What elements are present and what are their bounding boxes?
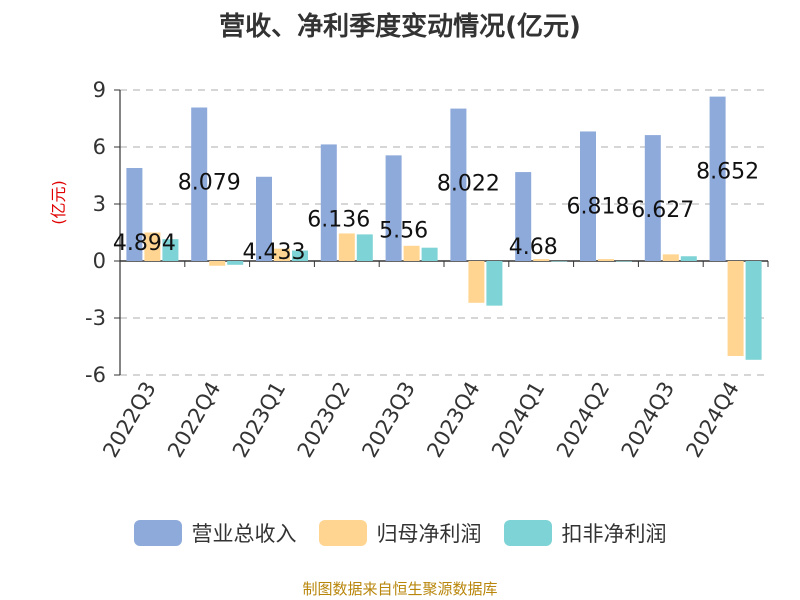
y-tick-label: 9 <box>93 78 106 102</box>
bar-2023Q4-deducted-profit <box>486 261 503 306</box>
data-label: 8.652 <box>696 160 759 185</box>
legend-swatch-net-profit <box>318 520 367 546</box>
bar-2022Q4-deducted-profit <box>227 261 244 265</box>
data-label: 8.022 <box>437 172 500 197</box>
bar-2024Q2-revenue <box>580 131 596 261</box>
x-tick-label: 2024Q3 <box>617 378 679 462</box>
bar-2024Q4-revenue <box>709 96 726 261</box>
data-label: 6.627 <box>631 198 694 223</box>
bar-2023Q4-net-profit <box>468 261 485 303</box>
bar-2024Q2-deducted-profit <box>616 261 632 262</box>
bar-2023Q1-net-profit <box>274 248 290 261</box>
x-tick-label: 2023Q1 <box>228 378 290 462</box>
legend: 营业总收入 归母净利润 扣非净利润 <box>0 518 800 548</box>
data-label: 4.68 <box>509 235 558 260</box>
bar-2023Q1-revenue <box>256 176 272 261</box>
bar-2022Q4-net-profit <box>209 261 226 266</box>
bar-2022Q4-revenue <box>191 107 208 262</box>
bar-2023Q3-revenue <box>385 155 402 261</box>
bar-2022Q3-deducted-profit <box>162 239 179 261</box>
y-tick-label: -6 <box>85 363 106 387</box>
bar-2024Q4-deducted-profit <box>745 261 762 360</box>
data-label: 4.894 <box>113 231 176 256</box>
x-tick-label: 2022Q4 <box>163 378 225 462</box>
data-label: 8.079 <box>178 170 241 195</box>
data-label: 4.433 <box>243 240 306 265</box>
bar-2024Q4-net-profit <box>727 261 744 356</box>
bar-2024Q3-deducted-profit <box>680 256 697 261</box>
bar-2022Q3-net-profit <box>144 232 161 261</box>
legend-item-deducted-profit[interactable]: 扣非净利润 <box>503 518 667 548</box>
bar-2023Q1-deducted-profit <box>292 250 308 261</box>
y-tick-label: 3 <box>93 192 106 216</box>
x-tick-label: 2023Q4 <box>422 378 484 462</box>
y-tick-label: -3 <box>85 306 106 330</box>
x-tick-label: 2022Q3 <box>98 378 160 462</box>
y-axis-title: (亿元) <box>49 180 68 225</box>
legend-item-revenue[interactable]: 营业总收入 <box>133 518 297 548</box>
bar-2024Q1-net-profit <box>533 259 550 261</box>
bar-2024Q3-revenue <box>644 135 661 261</box>
legend-swatch-revenue <box>133 520 182 546</box>
bar-2024Q1-revenue <box>515 172 532 261</box>
data-label: 5.56 <box>379 218 428 243</box>
bar-2023Q4-revenue <box>450 108 467 261</box>
legend-item-net-profit[interactable]: 归母净利润 <box>318 518 482 548</box>
bar-2023Q2-revenue <box>320 144 337 261</box>
source-note: 制图数据来自恒生聚源数据库 <box>302 580 498 598</box>
bar-2024Q3-net-profit <box>662 254 679 261</box>
data-label: 6.818 <box>567 194 630 219</box>
y-tick-label: 0 <box>93 249 106 273</box>
x-tick-label: 2023Q2 <box>293 378 355 462</box>
x-tick-label: 2024Q2 <box>552 378 614 462</box>
legend-label-deducted-profit: 扣非净利润 <box>561 522 667 546</box>
y-tick-label: 6 <box>93 135 106 159</box>
bar-2023Q2-net-profit <box>338 233 355 261</box>
bar-2023Q3-net-profit <box>403 245 420 261</box>
bar-2023Q2-deducted-profit <box>356 234 373 261</box>
legend-label-net-profit: 归母净利润 <box>376 522 482 546</box>
bar-2022Q3-revenue <box>126 168 143 261</box>
bar-2023Q3-deducted-profit <box>421 247 438 261</box>
x-tick-label: 2024Q4 <box>681 378 743 462</box>
legend-swatch-deducted-profit <box>503 520 552 546</box>
x-tick-label: 2024Q1 <box>487 378 549 462</box>
bar-2024Q1-deducted-profit <box>551 261 568 262</box>
x-tick-label: 2023Q3 <box>357 378 419 462</box>
chart-title: 营收、净利季度变动情况(亿元) <box>219 12 581 42</box>
legend-label-revenue: 营业总收入 <box>191 522 297 546</box>
data-label: 6.136 <box>307 207 370 232</box>
bar-2024Q2-net-profit <box>598 259 614 261</box>
